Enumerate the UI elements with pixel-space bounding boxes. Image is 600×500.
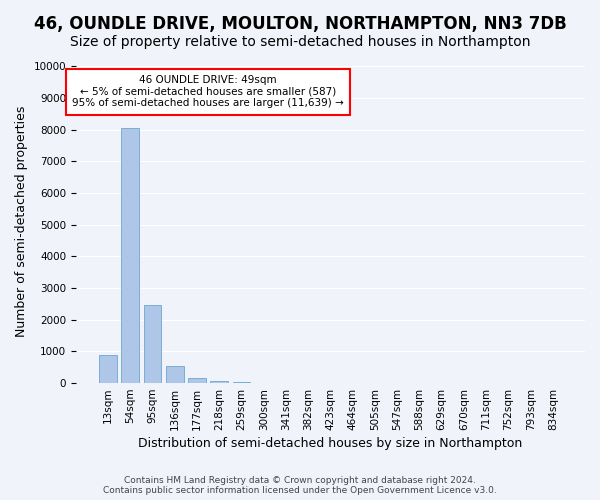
Bar (166, 366, 184, 383)
Bar (188, 378, 206, 383)
Bar (99, 354, 117, 383)
Bar (143, 306, 161, 383)
X-axis label: Distribution of semi-detached houses by size in Northampton: Distribution of semi-detached houses by … (139, 437, 523, 450)
Bar (233, 382, 250, 383)
Text: Contains HM Land Registry data © Crown copyright and database right 2024.
Contai: Contains HM Land Registry data © Crown c… (103, 476, 497, 495)
Text: 46, OUNDLE DRIVE, MOULTON, NORTHAMPTON, NN3 7DB: 46, OUNDLE DRIVE, MOULTON, NORTHAMPTON, … (34, 15, 566, 33)
Bar (121, 128, 139, 383)
Bar (210, 381, 228, 383)
Text: Size of property relative to semi-detached houses in Northampton: Size of property relative to semi-detach… (70, 35, 530, 49)
Text: 46 OUNDLE DRIVE: 49sqm
← 5% of semi-detached houses are smaller (587)
95% of sem: 46 OUNDLE DRIVE: 49sqm ← 5% of semi-deta… (72, 75, 344, 108)
Y-axis label: Number of semi-detached properties: Number of semi-detached properties (15, 106, 28, 337)
